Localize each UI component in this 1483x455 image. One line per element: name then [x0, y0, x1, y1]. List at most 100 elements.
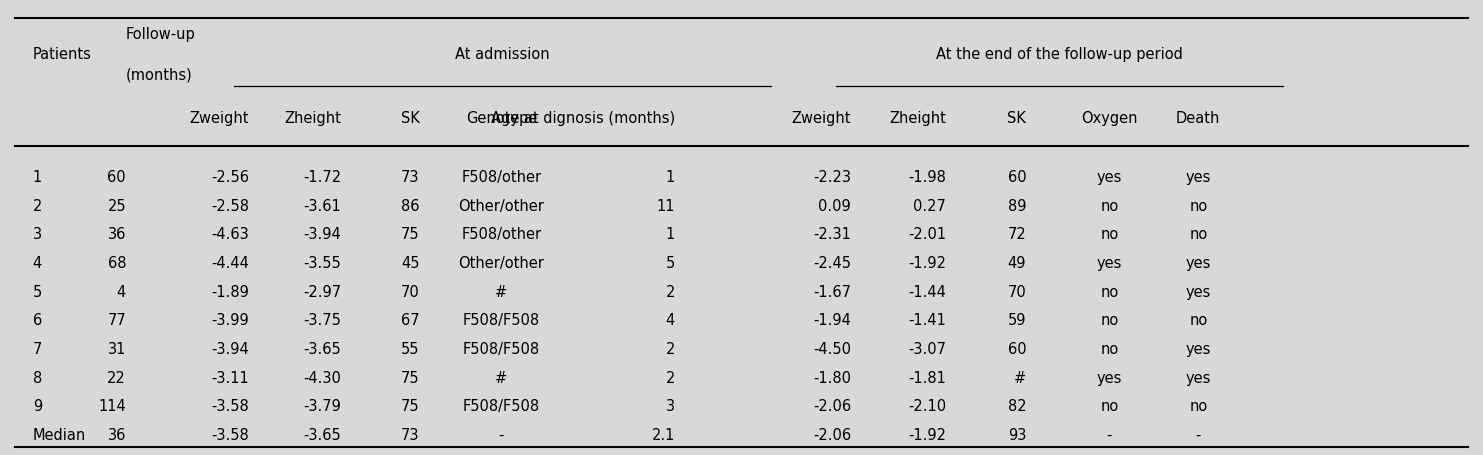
Text: -4.44: -4.44	[211, 256, 249, 271]
Text: -3.11: -3.11	[212, 371, 249, 385]
Text: yes: yes	[1096, 170, 1123, 185]
Text: -2.97: -2.97	[303, 285, 341, 299]
Text: 86: 86	[402, 199, 420, 213]
Text: F508/F508: F508/F508	[463, 399, 540, 414]
Text: Zweight: Zweight	[190, 111, 249, 126]
Text: -2.58: -2.58	[211, 199, 249, 213]
Text: 36: 36	[108, 228, 126, 242]
Text: -2.01: -2.01	[908, 228, 946, 242]
Text: #: #	[495, 371, 507, 385]
Text: -3.79: -3.79	[303, 399, 341, 414]
Text: 2.1: 2.1	[651, 428, 675, 443]
Text: 82: 82	[1007, 399, 1026, 414]
Text: Zheight: Zheight	[285, 111, 341, 126]
Text: Zweight: Zweight	[792, 111, 851, 126]
Text: -3.99: -3.99	[212, 313, 249, 328]
Text: -1.81: -1.81	[908, 371, 946, 385]
Text: -3.58: -3.58	[212, 428, 249, 443]
Text: 59: 59	[1008, 313, 1026, 328]
Text: no: no	[1100, 399, 1118, 414]
Text: -: -	[1195, 428, 1201, 443]
Text: -: -	[1106, 428, 1112, 443]
Text: -: -	[498, 428, 504, 443]
Text: -3.58: -3.58	[212, 399, 249, 414]
Text: -4.50: -4.50	[813, 342, 851, 357]
Text: #: #	[495, 285, 507, 299]
Text: 2: 2	[33, 199, 42, 213]
Text: 0.27: 0.27	[914, 199, 946, 213]
Text: 68: 68	[108, 256, 126, 271]
Text: 1: 1	[666, 228, 675, 242]
Text: 55: 55	[402, 342, 420, 357]
Text: Oxygen: Oxygen	[1081, 111, 1137, 126]
Text: -1.72: -1.72	[303, 170, 341, 185]
Text: 3: 3	[33, 228, 42, 242]
Text: F508/F508: F508/F508	[463, 342, 540, 357]
Text: 75: 75	[400, 228, 420, 242]
Text: 60: 60	[107, 170, 126, 185]
Text: no: no	[1100, 342, 1118, 357]
Text: -3.75: -3.75	[303, 313, 341, 328]
Text: Age at dignosis (months): Age at dignosis (months)	[491, 111, 675, 126]
Text: Follow-up: Follow-up	[126, 27, 196, 41]
Text: -1.67: -1.67	[813, 285, 851, 299]
Text: 93: 93	[1008, 428, 1026, 443]
Text: no: no	[1100, 228, 1118, 242]
Text: 25: 25	[107, 199, 126, 213]
Text: yes: yes	[1185, 285, 1212, 299]
Text: At the end of the follow-up period: At the end of the follow-up period	[936, 47, 1183, 62]
Text: -1.98: -1.98	[908, 170, 946, 185]
Text: -2.23: -2.23	[813, 170, 851, 185]
Text: Other/other: Other/other	[458, 199, 544, 213]
Text: Zheight: Zheight	[890, 111, 946, 126]
Text: 60: 60	[1007, 170, 1026, 185]
Text: 1: 1	[33, 170, 42, 185]
Text: 0.09: 0.09	[819, 199, 851, 213]
Text: #: #	[1014, 371, 1026, 385]
Text: -1.92: -1.92	[908, 428, 946, 443]
Text: 4: 4	[666, 313, 675, 328]
Text: -2.31: -2.31	[813, 228, 851, 242]
Text: no: no	[1189, 228, 1207, 242]
Text: 1: 1	[666, 170, 675, 185]
Text: -2.06: -2.06	[813, 399, 851, 414]
Text: -3.61: -3.61	[304, 199, 341, 213]
Text: 73: 73	[402, 428, 420, 443]
Text: Genotype: Genotype	[466, 111, 537, 126]
Text: 4: 4	[33, 256, 42, 271]
Text: 89: 89	[1008, 199, 1026, 213]
Text: SK: SK	[400, 111, 420, 126]
Text: -2.56: -2.56	[211, 170, 249, 185]
Text: Other/other: Other/other	[458, 256, 544, 271]
Text: yes: yes	[1096, 371, 1123, 385]
Text: -4.30: -4.30	[303, 371, 341, 385]
Text: 70: 70	[1007, 285, 1026, 299]
Text: 6: 6	[33, 313, 42, 328]
Text: -2.45: -2.45	[813, 256, 851, 271]
Text: -1.44: -1.44	[908, 285, 946, 299]
Text: -3.07: -3.07	[908, 342, 946, 357]
Text: 75: 75	[400, 399, 420, 414]
Text: yes: yes	[1185, 170, 1212, 185]
Text: 67: 67	[400, 313, 420, 328]
Text: 31: 31	[108, 342, 126, 357]
Text: 2: 2	[666, 285, 675, 299]
Text: 77: 77	[107, 313, 126, 328]
Text: F508/other: F508/other	[461, 228, 541, 242]
Text: yes: yes	[1185, 342, 1212, 357]
Text: 72: 72	[1007, 228, 1026, 242]
Text: 11: 11	[657, 199, 675, 213]
Text: -3.65: -3.65	[304, 342, 341, 357]
Text: Median: Median	[33, 428, 86, 443]
Text: 60: 60	[1007, 342, 1026, 357]
Text: 70: 70	[400, 285, 420, 299]
Text: yes: yes	[1096, 256, 1123, 271]
Text: -3.55: -3.55	[304, 256, 341, 271]
Text: F508/F508: F508/F508	[463, 313, 540, 328]
Text: -4.63: -4.63	[212, 228, 249, 242]
Text: 49: 49	[1008, 256, 1026, 271]
Text: 36: 36	[108, 428, 126, 443]
Text: yes: yes	[1185, 256, 1212, 271]
Text: yes: yes	[1185, 371, 1212, 385]
Text: 5: 5	[33, 285, 42, 299]
